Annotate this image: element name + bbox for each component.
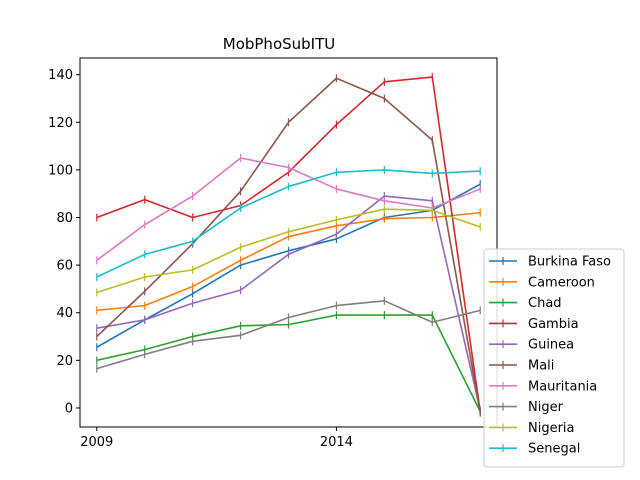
legend-item: Niger (489, 400, 564, 415)
y-tick-label: 40 (56, 306, 73, 321)
legend-frame (483, 248, 625, 468)
series-niger (96, 296, 481, 373)
legend-label: Senegal (528, 442, 580, 457)
x-axis: 2009 2014 (80, 427, 353, 450)
y-tick-label: 100 (48, 163, 73, 178)
legend-item: Gambia (489, 317, 579, 332)
series-cameroon (96, 208, 481, 315)
series-senegal (96, 165, 481, 282)
legend-label: Nigeria (528, 421, 575, 436)
series-mauritania (96, 153, 481, 265)
plot-area (79, 57, 498, 428)
series-layer (96, 73, 482, 417)
legend-item: Guinea (489, 338, 574, 353)
chart-title: MobPhoSubITU (223, 35, 336, 53)
legend-item: Senegal (489, 442, 580, 457)
legend-item: Nigeria (489, 421, 575, 436)
y-axis: 0 20 40 60 80 100 120 140 (48, 68, 80, 416)
x-tick-label: 2009 (80, 435, 113, 450)
y-tick-label: 140 (48, 68, 73, 83)
legend-label: Mali (528, 359, 554, 374)
y-tick-label: 120 (48, 116, 73, 131)
legend-label: Guinea (528, 338, 574, 353)
series-nigeria (96, 205, 481, 297)
legend-item: Mali (489, 359, 554, 374)
legend-label: Mauritania (528, 379, 597, 394)
legend-item: Chad (489, 296, 562, 311)
legend-label: Niger (528, 400, 564, 415)
legend-label: Cameroon (528, 275, 595, 290)
y-tick-label: 0 (65, 401, 73, 416)
legend-label: Burkina Faso (528, 255, 611, 270)
legend-item: Cameroon (489, 275, 595, 290)
legend-item: Mauritania (489, 379, 597, 394)
plot-frame (79, 57, 498, 428)
x-tick-label: 2014 (320, 435, 353, 450)
legend-item: Burkina Faso (489, 255, 611, 270)
y-tick-label: 60 (56, 259, 73, 274)
legend-label: Chad (528, 296, 562, 311)
y-tick-label: 20 (56, 354, 73, 369)
y-tick-label: 80 (56, 211, 73, 226)
legend-label: Gambia (528, 317, 579, 332)
legend: Burkina Faso Cameroon Chad Gambia Guinea Mali… (483, 248, 625, 468)
